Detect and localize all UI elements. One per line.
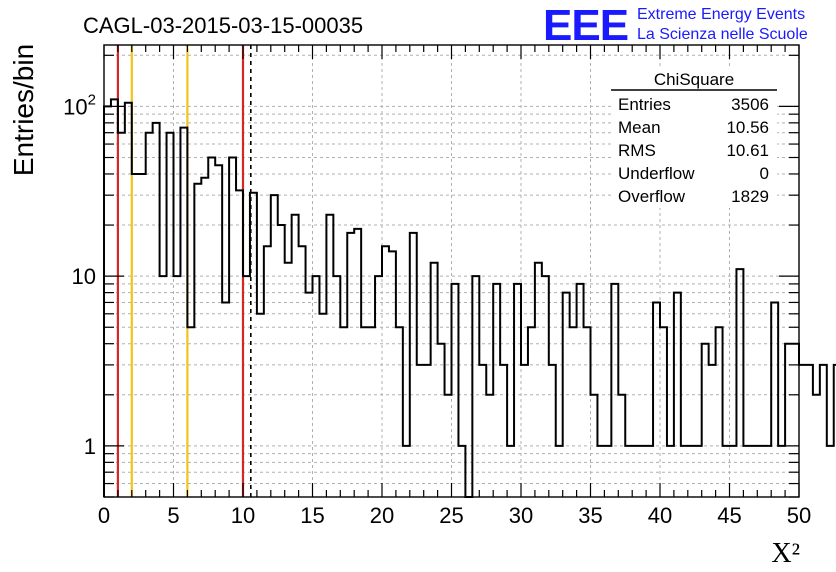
histogram-outline [103, 98, 836, 498]
y-tick-label-base: 10 [63, 94, 87, 119]
stats-row-value: 1829 [731, 187, 769, 206]
x-tick-label: 40 [648, 503, 672, 528]
stats-row-label: Underflow [618, 164, 695, 183]
x-tick-label: 35 [578, 503, 602, 528]
y-tick-label-exponent: 2 [88, 91, 96, 108]
x-tick-label: 5 [167, 503, 179, 528]
eee-logo-mark: EEE [543, 1, 628, 50]
stats-box-rows: Entries 3506 Mean 10.56 RMS 10.61 Underflow 0 Ov… [618, 95, 769, 206]
x-tick-label: 25 [439, 503, 463, 528]
stats-row-label: RMS [618, 141, 656, 160]
threshold-markers [116, 45, 252, 497]
stats-row-value: 0 [760, 164, 769, 183]
x-axis-ticks: 0 5 10 15 20 25 30 35 40 45 50 [98, 45, 811, 528]
eee-logo-line1: Extreme Energy Events [637, 6, 805, 23]
x-tick-label: 15 [300, 503, 324, 528]
stats-row-label: Entries [618, 95, 671, 114]
y-tick-label: 1 [84, 434, 96, 459]
grid-lines [104, 45, 799, 497]
x-tick-label: 45 [717, 503, 741, 528]
y-axis-label: Entries/bin [8, 44, 39, 176]
x-tick-label: 0 [98, 503, 110, 528]
stats-row-value: 3506 [731, 95, 769, 114]
x-axis-label-text: X² [771, 538, 800, 569]
chart-title: CAGL-03-2015-03-15-00035 [83, 13, 363, 38]
y-tick-label: 102 [63, 91, 96, 119]
stats-box: ChiSquare Entries 3506 Mean 10.56 RMS 10.61 Un… [611, 66, 777, 208]
y-tick-label: 10 [72, 264, 96, 289]
y-tick-label-base: 1 [84, 434, 96, 459]
stats-row-value: 10.56 [726, 118, 769, 137]
stats-row-label: Mean [618, 118, 661, 137]
x-tick-label: 30 [509, 503, 533, 528]
x-tick-label: 50 [787, 503, 811, 528]
stats-row-value: 10.61 [726, 141, 769, 160]
x-tick-label: 20 [370, 503, 394, 528]
x-tick-label: 10 [231, 503, 255, 528]
y-tick-label-base: 10 [72, 264, 96, 289]
stats-box-title: ChiSquare [654, 70, 734, 89]
x-axis-label: X² [771, 538, 800, 569]
stats-row-label: Overflow [618, 187, 686, 206]
eee-logo-line2: La Scienza nelle Scuole [637, 26, 808, 43]
